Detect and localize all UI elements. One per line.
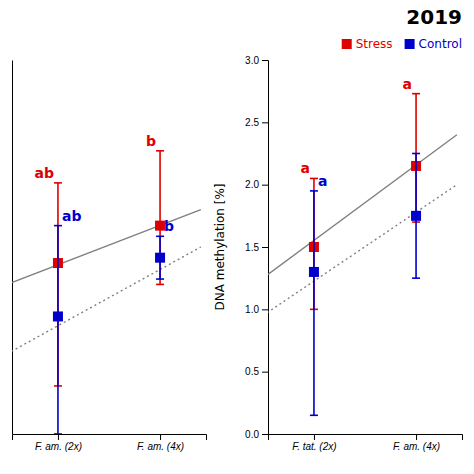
annotation: b	[146, 133, 156, 149]
tick-label: 1.5	[245, 242, 259, 253]
tick-mark	[262, 60, 268, 61]
legend: Stress Control	[342, 37, 462, 51]
point	[53, 311, 63, 321]
plot-area	[268, 94, 457, 416]
axis-line	[12, 61, 13, 435]
panel: F. am. (2x) F. am. (4x) ab b ab b	[7, 61, 207, 453]
x-axis: F. am. (2x) F. am. (4x)	[13, 434, 207, 452]
error-cap	[156, 278, 164, 280]
tick: F. am. (2x)	[35, 434, 82, 452]
error-cap	[310, 178, 318, 180]
legend-item: Control	[405, 37, 462, 51]
annotation: a	[300, 160, 309, 176]
tick: F. am. (4x)	[137, 434, 184, 452]
y-axis	[12, 61, 13, 435]
tick: 0.0	[245, 429, 268, 440]
tick: 1.0	[245, 304, 268, 315]
tick-label: F. tat. (2x)	[292, 441, 336, 452]
point	[155, 253, 165, 263]
plot-area	[12, 151, 201, 434]
annotations: ab b ab b	[34, 133, 174, 234]
tick-label: 1.0	[245, 304, 259, 315]
tick-label: F. am. (4x)	[393, 441, 440, 452]
tick-mark	[58, 434, 59, 440]
annotation: a	[318, 173, 327, 189]
tick-label: F. am. (2x)	[35, 441, 82, 452]
tick: F. tat. (2x)	[292, 434, 336, 452]
legend-swatch	[405, 39, 415, 49]
tick: 0.5	[245, 366, 268, 377]
y-axis-label: DNA methylation [%]	[213, 184, 227, 311]
legend-label: Stress	[356, 37, 393, 51]
tick-mark	[314, 434, 315, 440]
title: 2019	[406, 5, 462, 29]
tick-mark	[262, 372, 268, 373]
tick: 2.5	[245, 117, 268, 128]
axis-line	[262, 61, 269, 435]
tick-mark	[262, 309, 268, 310]
legend-swatch	[342, 39, 352, 49]
error-cap	[412, 277, 420, 279]
error-cap	[54, 433, 62, 434]
error-cap	[54, 225, 62, 227]
error-cap	[156, 150, 164, 152]
panel: F. tat. (2x) F. am. (4x) 0.0 0.5 1.0 1.5 2.0 2.…	[213, 5, 463, 452]
point-group	[411, 154, 421, 279]
point-group	[155, 236, 165, 279]
axis-line	[269, 435, 463, 441]
annotations: aaa	[300, 76, 412, 189]
annotation: a	[403, 76, 412, 92]
error-cap	[412, 153, 420, 155]
tick-mark	[262, 122, 268, 123]
y-axis: 0.0 0.5 1.0 1.5 2.0 2.5 3.0	[245, 55, 268, 440]
error-cap	[156, 236, 164, 238]
error-cap	[310, 414, 318, 416]
tick-label: 2.5	[245, 117, 259, 128]
tick-label: 0.5	[245, 366, 259, 377]
tick: F. am. (4x)	[393, 434, 440, 452]
tick-mark	[160, 434, 161, 440]
error-bar	[57, 226, 59, 434]
tick: 3.0	[245, 55, 268, 66]
tick-label: 3.0	[245, 55, 259, 66]
tick: 1.5	[245, 242, 268, 253]
trend-line	[12, 210, 201, 285]
annotation: b	[164, 218, 174, 234]
trend-line	[268, 135, 457, 278]
tick-mark	[262, 185, 268, 186]
error-bar	[159, 151, 161, 285]
error-cap	[412, 93, 420, 95]
point-group	[309, 191, 319, 415]
annotation: ab	[62, 208, 81, 224]
tick-label: 2.0	[245, 179, 259, 190]
chart: F. am. (2x) F. am. (4x) ab b ab b F. tat. (2x)…	[0, 0, 474, 474]
tick-mark	[262, 434, 268, 435]
trend-line	[268, 185, 457, 316]
tick-mark	[262, 247, 268, 248]
tick-mark	[416, 434, 417, 440]
legend-item: Stress	[342, 37, 393, 51]
error-cap	[310, 190, 318, 192]
tick-label: 0.0	[245, 429, 259, 440]
tick: 2.0	[245, 179, 268, 190]
axis-line	[13, 435, 207, 441]
error-cap	[54, 182, 62, 184]
tick-label: F. am. (4x)	[137, 441, 184, 452]
error-bar	[313, 191, 315, 415]
point	[411, 211, 421, 221]
error-cap	[156, 284, 164, 286]
trend-line	[12, 247, 201, 354]
annotation: ab	[34, 165, 53, 181]
x-axis: F. tat. (2x) F. am. (4x)	[269, 434, 463, 452]
point	[309, 267, 319, 277]
point-group	[53, 226, 63, 434]
legend-label: Control	[419, 37, 462, 51]
